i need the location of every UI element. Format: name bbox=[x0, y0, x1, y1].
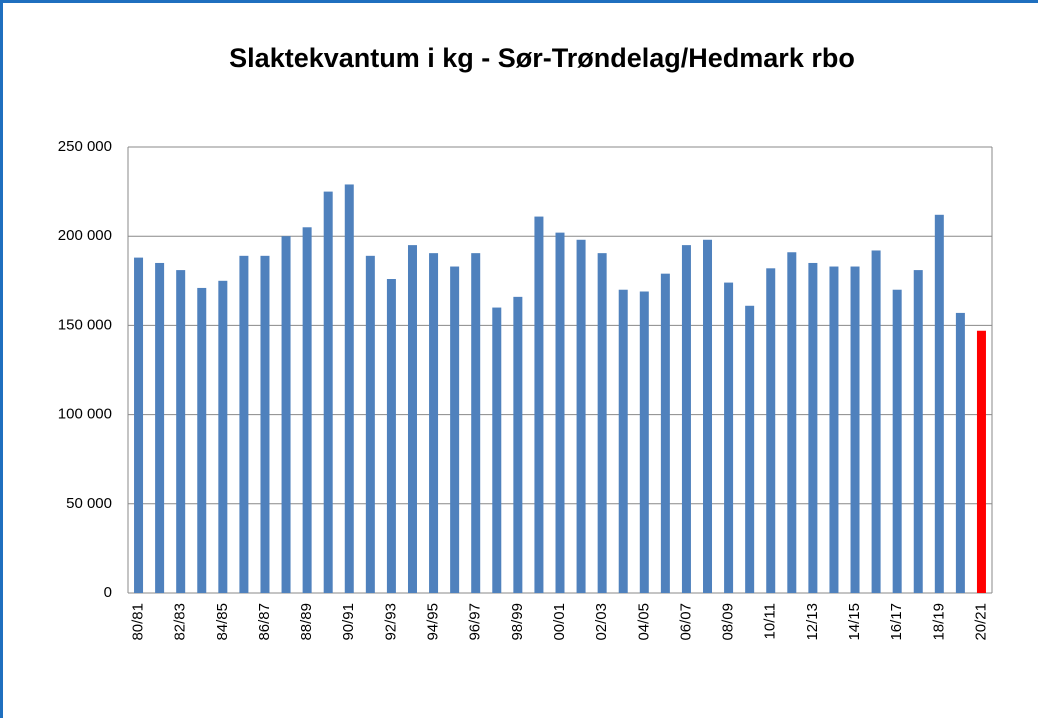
bar bbox=[471, 253, 481, 593]
bar bbox=[260, 255, 270, 593]
x-tick-label: 08/09 bbox=[720, 603, 737, 641]
bar bbox=[850, 266, 860, 593]
bar bbox=[913, 270, 923, 593]
bar bbox=[871, 250, 881, 594]
bar bbox=[745, 305, 755, 593]
bar bbox=[155, 262, 165, 593]
bar bbox=[576, 239, 586, 593]
y-tick-label: 150 000 bbox=[58, 316, 112, 333]
bar bbox=[281, 236, 291, 593]
x-tick-label: 90/91 bbox=[340, 603, 357, 641]
bar bbox=[365, 255, 375, 593]
bar bbox=[197, 287, 207, 593]
bar bbox=[134, 257, 144, 593]
bar bbox=[955, 312, 965, 593]
bar bbox=[344, 184, 354, 594]
bar bbox=[618, 289, 628, 593]
bar bbox=[724, 282, 734, 593]
x-tick-label: 10/11 bbox=[762, 603, 779, 639]
x-tick-label: 02/03 bbox=[593, 603, 610, 641]
bar bbox=[703, 239, 713, 593]
x-tick-label: 04/05 bbox=[635, 603, 652, 641]
bar bbox=[934, 214, 944, 594]
bar bbox=[787, 252, 797, 594]
bar bbox=[218, 280, 228, 593]
bar bbox=[597, 253, 607, 593]
y-tick-label: 250 000 bbox=[58, 138, 112, 155]
x-tick-label: 86/87 bbox=[256, 603, 273, 641]
chart-title: Slaktekvantum i kg - Sør-Trøndelag/Hedma… bbox=[229, 43, 855, 73]
bar bbox=[892, 289, 902, 593]
y-tick-label: 100 000 bbox=[58, 406, 112, 423]
x-tick-label: 06/07 bbox=[677, 603, 694, 641]
bar bbox=[450, 266, 460, 593]
bar bbox=[829, 266, 839, 593]
bar bbox=[323, 191, 333, 593]
bar bbox=[766, 268, 776, 593]
y-tick-label: 0 bbox=[104, 584, 112, 601]
bar bbox=[555, 232, 565, 593]
x-tick-label: 20/21 bbox=[972, 603, 989, 641]
bar bbox=[492, 307, 502, 593]
bar bbox=[681, 245, 691, 593]
x-tick-label: 16/17 bbox=[888, 603, 905, 641]
x-tick-label: 18/19 bbox=[930, 603, 947, 641]
x-tick-label: 84/85 bbox=[214, 603, 231, 641]
x-tick-label: 96/97 bbox=[467, 603, 484, 641]
bar bbox=[976, 330, 986, 593]
bar bbox=[302, 227, 312, 593]
x-tick-label: 94/95 bbox=[425, 603, 442, 641]
x-tick-label: 92/93 bbox=[382, 603, 399, 641]
x-tick-label: 88/89 bbox=[298, 603, 315, 641]
x-tick-label: 80/81 bbox=[130, 603, 147, 641]
bar bbox=[639, 291, 649, 593]
bar bbox=[176, 270, 186, 593]
bar bbox=[808, 262, 818, 593]
bar bbox=[660, 273, 670, 593]
x-tick-label: 14/15 bbox=[846, 603, 863, 641]
bar bbox=[239, 255, 249, 593]
bar bbox=[429, 253, 439, 593]
x-tick-label: 00/01 bbox=[551, 603, 568, 641]
y-tick-label: 200 000 bbox=[58, 227, 112, 244]
x-tick-label: 98/99 bbox=[509, 603, 526, 641]
bar bbox=[513, 296, 523, 593]
x-tick-label: 12/13 bbox=[804, 603, 821, 641]
x-tick-label: 82/83 bbox=[172, 603, 189, 641]
bar bbox=[407, 245, 417, 593]
y-tick-label: 50 000 bbox=[66, 495, 112, 512]
bar bbox=[386, 279, 396, 593]
bar bbox=[534, 216, 544, 594]
